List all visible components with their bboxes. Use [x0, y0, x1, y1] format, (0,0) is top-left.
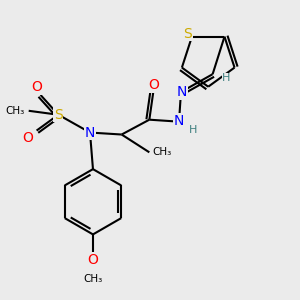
Text: H: H [222, 73, 231, 83]
Text: O: O [31, 80, 42, 94]
Text: S: S [184, 27, 192, 41]
Text: S: S [54, 108, 63, 122]
Text: CH₃: CH₃ [83, 274, 103, 284]
Text: CH₃: CH₃ [5, 106, 25, 116]
Text: N: N [174, 114, 184, 128]
Text: O: O [88, 253, 98, 267]
Text: O: O [148, 78, 159, 92]
Text: N: N [177, 85, 187, 99]
Text: H: H [189, 124, 197, 135]
Text: CH₃: CH₃ [152, 147, 172, 157]
Text: O: O [22, 131, 33, 146]
Text: N: N [85, 125, 95, 140]
